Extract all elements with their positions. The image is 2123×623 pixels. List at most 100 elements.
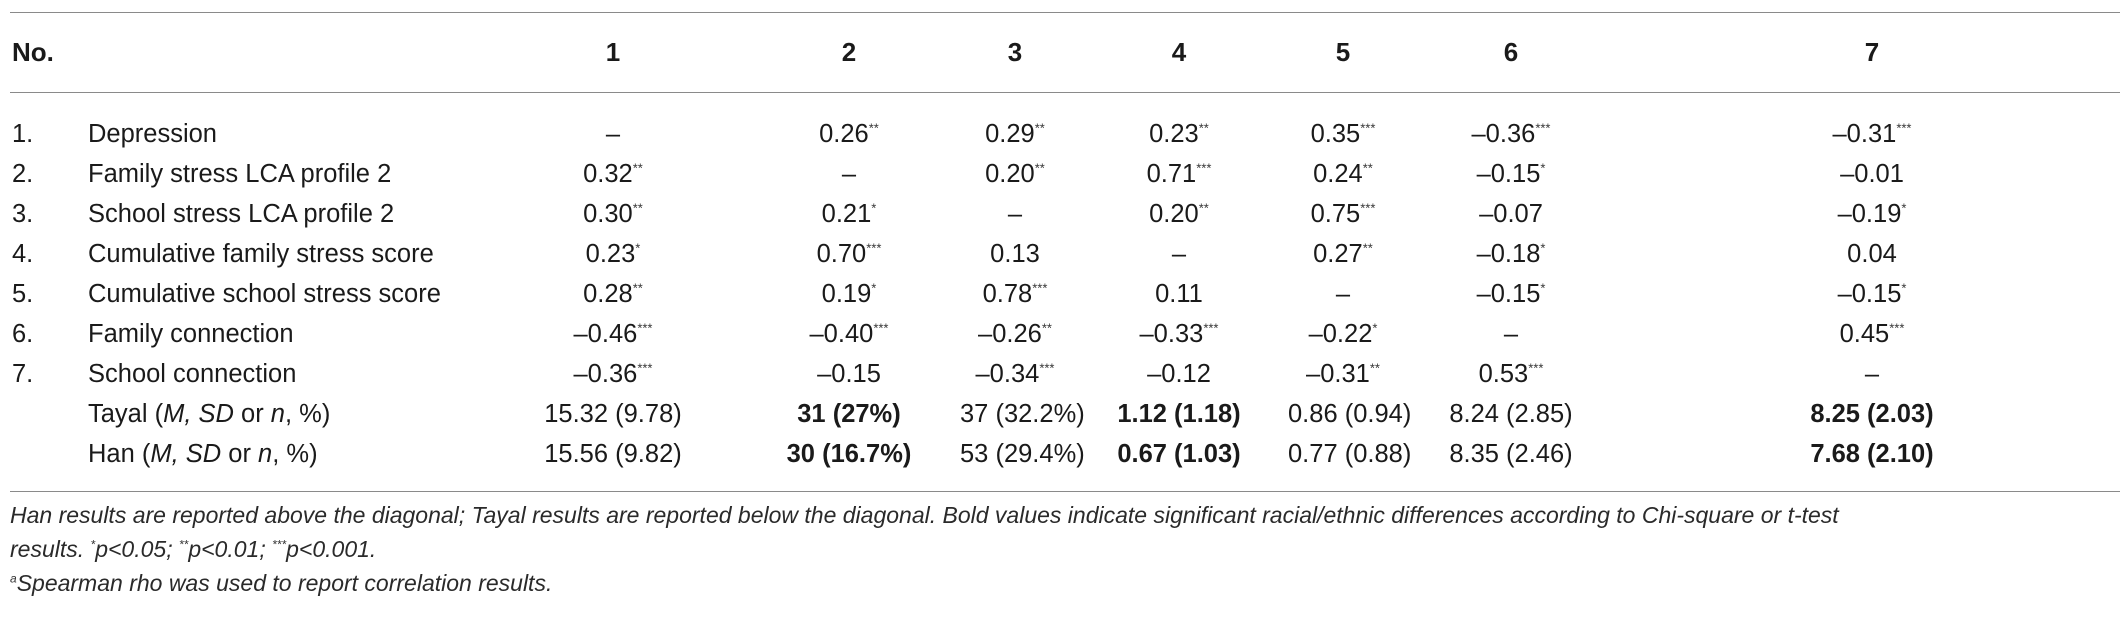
table-cell: 37 (32.2%) (960, 394, 1085, 434)
table-cell: –0.31*** (1624, 92, 2120, 154)
cell-value: 0.71 (1146, 159, 1197, 188)
table-cell: 0.29** (960, 92, 1070, 154)
table-row: 1. Depression –0.26** 0.29** 0.23** 0.35*** –0… (10, 92, 2120, 154)
cell-value: –0.15 (1837, 279, 1902, 308)
row-number (10, 394, 88, 434)
table-cell: 0.86 (0.94) (1288, 394, 1411, 434)
table-cell: 0.78*** (960, 274, 1070, 314)
header-no: No. (12, 37, 54, 67)
significance-marker: ** (1034, 120, 1045, 135)
note-text: p<0.01; (188, 536, 273, 562)
cell-value: 0.27 (1313, 239, 1363, 268)
table-cell: 0.23* (488, 234, 738, 274)
cell-value: 7.68 (2.10) (1810, 439, 1934, 468)
row-label: School stress LCA profile 2 (88, 199, 395, 228)
header-variable (88, 13, 488, 92)
row-label: Cumulative school stress score (88, 279, 441, 308)
note-text: p<0.001. (286, 536, 377, 562)
significance-marker: ** (1198, 200, 1209, 215)
cell-value: – (1335, 279, 1351, 308)
row-label: Cumulative family stress score (88, 239, 434, 268)
table-row: 4. Cumulative family stress score 0.23* 0.7… (10, 234, 2120, 274)
cell-value: 0.53 (1478, 359, 1529, 388)
table-cell: –0.22* (1288, 314, 1398, 354)
significance-marker: ** (1034, 160, 1045, 175)
significance-marker: * (1372, 320, 1378, 335)
table-cell: –0.36*** (1398, 92, 1624, 154)
significance-marker: ** (1369, 360, 1380, 375)
row-label-part: n (270, 399, 285, 428)
table-cell: –0.34*** (960, 354, 1070, 394)
cell-value: 0.78 (982, 279, 1033, 308)
table-cell: 15.32 (9.78) (488, 394, 738, 434)
significance-marker: ** (1041, 320, 1052, 335)
row-label: School connection (88, 359, 297, 388)
cell-value: 0.21 (821, 199, 872, 228)
significance-marker: * (90, 537, 96, 552)
significance-marker: *** (272, 537, 287, 552)
table-cell: –0.18* (1398, 234, 1624, 274)
header-col-1: 1 (605, 37, 621, 67)
table-cell: 0.35*** (1288, 92, 1398, 154)
header-col-7: 7 (1864, 37, 1880, 67)
header-col-3: 3 (1007, 37, 1023, 67)
table-cell: 0.32** (488, 154, 738, 194)
table-cell: 0.04 (1624, 234, 2120, 274)
cell-value: 0.26 (819, 119, 869, 148)
table-cell: 15.56 (9.82) (488, 434, 738, 474)
cell-value: 37 (32.2%) (960, 399, 1085, 428)
table-row: 3. School stress LCA profile 2 0.30** 0.21*… (10, 194, 2120, 234)
note-text: Spearman rho was used to report correlat… (16, 570, 553, 596)
bottom-rule (10, 491, 2120, 492)
significance-marker: * (1540, 160, 1546, 175)
row-label-part: or (233, 399, 271, 428)
cell-value: –0.18 (1476, 239, 1541, 268)
table-cell: 0.20** (1070, 194, 1288, 234)
table-cell: 0.26** (738, 92, 960, 154)
cell-value: 30 (16.7%) (786, 439, 912, 468)
cell-value: 0.11 (1155, 279, 1203, 308)
table-cell: 0.11 (1070, 274, 1288, 314)
cell-value: 0.77 (0.88) (1288, 439, 1412, 468)
note-line-2: results. *p<0.05; **p<0.01; ***p<0.001. (10, 532, 2110, 566)
significance-marker: *** (1360, 200, 1376, 215)
table-cell: 0.21* (738, 194, 960, 234)
row-label-part: or (221, 439, 259, 468)
row-label: Family connection (88, 319, 294, 348)
cell-value: –0.15 (817, 359, 881, 388)
significance-marker: ** (632, 200, 643, 215)
header-row: No. 1 2 3 4 5 6 7 (10, 13, 2120, 92)
significance-marker: *** (1896, 120, 1912, 135)
cell-value: 15.32 (9.78) (544, 399, 682, 428)
table-cell: 0.24** (1288, 154, 1398, 194)
cell-value: –0.31 (1832, 119, 1897, 148)
top-rule (10, 12, 2120, 13)
table-cell: – (1398, 314, 1624, 354)
cell-value: –0.36 (1471, 119, 1536, 148)
cell-value: 0.13 (990, 239, 1040, 268)
row-label: Depression (88, 119, 217, 148)
significance-marker: *** (637, 360, 653, 375)
row-label: Tayal (M, SD or n, %) (88, 394, 488, 434)
table-cell: – (738, 154, 960, 194)
table-cell: –0.15* (1398, 154, 1624, 194)
table-cell: 0.27** (1288, 234, 1398, 274)
cell-value: 0.24 (1313, 159, 1363, 188)
table-cell: 8.35 (2.46) (1398, 434, 1624, 474)
cell-value: –0.15 (1476, 159, 1541, 188)
row-label-part: n (258, 439, 273, 468)
cell-value: 8.24 (2.85) (1449, 399, 1573, 428)
cell-value: 8.35 (2.46) (1449, 439, 1573, 468)
row-number (10, 434, 88, 474)
cell-value: 0.28 (583, 279, 633, 308)
row-label: Family stress LCA profile 2 (88, 159, 392, 188)
table-row: 6. Family connection –0.46*** –0.40*** –0.26… (10, 314, 2120, 354)
table-cell: – (488, 92, 738, 154)
significance-marker: * (1540, 240, 1546, 255)
significance-marker: *** (1039, 360, 1055, 375)
cell-value: 0.32 (583, 159, 633, 188)
significance-marker: *** (1535, 120, 1551, 135)
cell-value: 0.67 (1.03) (1117, 439, 1241, 468)
table-cell: – (1070, 234, 1288, 274)
cell-value: –0.36 (573, 359, 638, 388)
